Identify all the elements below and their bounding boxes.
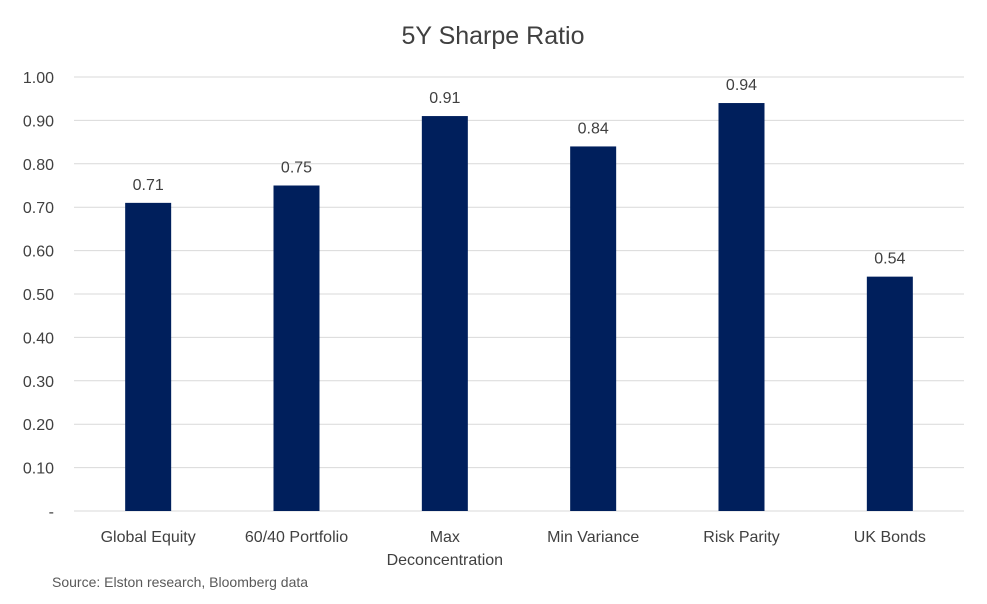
x-category-label: Global Equity bbox=[101, 529, 196, 546]
data-label: 0.54 bbox=[874, 251, 905, 268]
y-tick-label: 0.50 bbox=[23, 287, 54, 304]
x-category-label: Risk Parity bbox=[703, 529, 779, 546]
y-tick-label: 0.40 bbox=[23, 330, 54, 347]
bar bbox=[570, 146, 617, 511]
data-label: 0.94 bbox=[726, 77, 757, 94]
data-label: 0.84 bbox=[578, 120, 609, 137]
y-tick-label: 0.20 bbox=[23, 417, 54, 434]
x-category-label: 60/40 Portfolio bbox=[245, 529, 348, 546]
y-tick-label: 0.60 bbox=[23, 244, 54, 261]
bar bbox=[718, 103, 765, 511]
bar bbox=[866, 276, 913, 511]
x-category-label: Max Deconcentration bbox=[387, 529, 504, 569]
y-tick-label: - bbox=[49, 504, 54, 521]
data-label: 0.75 bbox=[281, 160, 312, 177]
bar bbox=[421, 116, 468, 511]
y-tick-label: 0.30 bbox=[23, 374, 54, 391]
bar bbox=[273, 185, 320, 511]
x-category-label: Min Variance bbox=[547, 529, 639, 546]
y-tick-label: 1.00 bbox=[23, 70, 54, 87]
y-tick-label: 0.80 bbox=[23, 157, 54, 174]
data-labels: 0.71 0.75 0.91 0.84 0.94 0.54 bbox=[133, 77, 906, 268]
y-tick-label: 0.10 bbox=[23, 461, 54, 478]
gridlines bbox=[74, 76, 964, 512]
bars bbox=[125, 103, 913, 512]
data-label: 0.71 bbox=[133, 177, 164, 194]
x-axis-categories: Global Equity 60/40 Portfolio Max Deconcent… bbox=[101, 529, 926, 569]
data-label: 0.91 bbox=[429, 90, 460, 107]
source-note: Source: Elston research, Bloomberg data bbox=[52, 574, 308, 590]
y-tick-label: 0.90 bbox=[23, 113, 54, 130]
x-category-label: UK Bonds bbox=[854, 529, 926, 546]
bar bbox=[125, 202, 172, 512]
chart-title: 5Y Sharpe Ratio bbox=[402, 22, 585, 50]
y-tick-label: 0.70 bbox=[23, 200, 54, 217]
y-axis-ticks: - 0.10 0.20 0.30 0.40 0.50 0.60 0.70 0.80 0.90 1.0… bbox=[23, 70, 54, 521]
